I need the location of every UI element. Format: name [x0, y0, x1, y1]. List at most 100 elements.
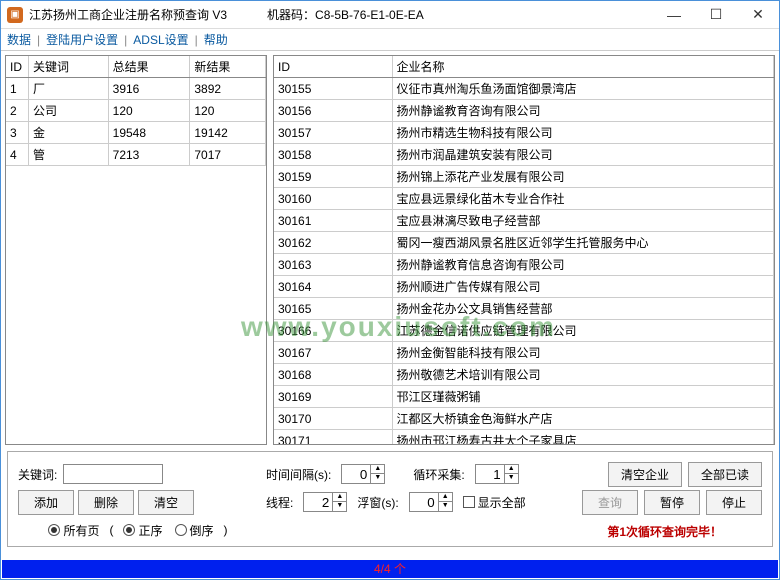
minimize-button[interactable]: —: [653, 1, 695, 29]
close-button[interactable]: ✕: [737, 1, 779, 29]
col-id[interactable]: ID: [6, 56, 28, 78]
threads-spinner[interactable]: ▲▼: [303, 492, 347, 512]
cell-name: 蜀冈一瘦西湖风景名胜区近邻学生托管服务中心: [392, 232, 774, 254]
delete-button[interactable]: 删除: [78, 490, 134, 515]
radio-icon: [123, 524, 135, 536]
menu-data[interactable]: 数据: [7, 31, 31, 48]
table-row[interactable]: 30166江苏德金信诺供应链管理有限公司: [274, 320, 774, 342]
loop-down[interactable]: ▼: [504, 474, 518, 483]
menu-adsl[interactable]: ADSL设置: [133, 31, 188, 48]
interval-down[interactable]: ▼: [370, 474, 384, 483]
cell-name: 扬州市精选生物科技有限公司: [392, 122, 774, 144]
float-value[interactable]: [410, 493, 438, 511]
table-row[interactable]: 30165扬州金花办公文具销售经营部: [274, 298, 774, 320]
table-row[interactable]: 30157扬州市精选生物科技有限公司: [274, 122, 774, 144]
status-count: 4/4 个: [374, 562, 406, 576]
float-up[interactable]: ▲: [438, 493, 452, 502]
company-table[interactable]: ID 企业名称 30155仪征市真州淘乐鱼汤面馆御景湾店30156扬州静谧教育咨…: [274, 56, 774, 445]
pause-button[interactable]: 暂停: [644, 490, 700, 515]
float-down[interactable]: ▼: [438, 502, 452, 511]
col-total[interactable]: 总结果: [108, 56, 190, 78]
asc-label: 正序: [138, 522, 162, 539]
table-row[interactable]: 3金1954819142: [6, 122, 266, 144]
table-row[interactable]: 30164扬州顺进广告传媒有限公司: [274, 276, 774, 298]
cell-name: 宝应县远景绿化苗木专业合作社: [392, 188, 774, 210]
table-row[interactable]: 30160宝应县远景绿化苗木专业合作社: [274, 188, 774, 210]
machine-code-value: C8-5B-76-E1-0E-EA: [315, 8, 424, 22]
threads-value[interactable]: [304, 493, 332, 511]
maximize-button[interactable]: ☐: [695, 1, 737, 29]
cell-total: 120: [108, 100, 190, 122]
cell-id: 30160: [274, 188, 392, 210]
cell-name: 邗江区瑾薇粥铺: [392, 386, 774, 408]
table-row[interactable]: 30167扬州金衡智能科技有限公司: [274, 342, 774, 364]
app-icon: ▣: [7, 7, 23, 23]
table-row[interactable]: 30170江都区大桥镇金色海鲜水产店: [274, 408, 774, 430]
add-button[interactable]: 添加: [18, 490, 74, 515]
all-pages-label: 所有页: [63, 522, 99, 539]
show-all-checkbox[interactable]: 显示全部: [463, 494, 526, 511]
loop-up[interactable]: ▲: [504, 465, 518, 474]
table-row[interactable]: 30168扬州敬德艺术培训有限公司: [274, 364, 774, 386]
radio-icon: [175, 524, 187, 536]
table-row[interactable]: 4管72137017: [6, 144, 266, 166]
cell-id: 30163: [274, 254, 392, 276]
table-row[interactable]: 30162蜀冈一瘦西湖风景名胜区近邻学生托管服务中心: [274, 232, 774, 254]
table-row[interactable]: 2公司120120: [6, 100, 266, 122]
table-row[interactable]: 30163扬州静谧教育信息咨询有限公司: [274, 254, 774, 276]
table-row[interactable]: 1厂39163892: [6, 78, 266, 100]
loop-value[interactable]: [476, 465, 504, 483]
cell-id: 30164: [274, 276, 392, 298]
cell-name: 扬州金衡智能科技有限公司: [392, 342, 774, 364]
table-row[interactable]: 30156扬州静谧教育咨询有限公司: [274, 100, 774, 122]
interval-spinner[interactable]: ▲▼: [341, 464, 385, 484]
float-spinner[interactable]: ▲▼: [409, 492, 453, 512]
threads-down[interactable]: ▼: [332, 502, 346, 511]
col-keyword[interactable]: 关键词: [28, 56, 108, 78]
col-new[interactable]: 新结果: [190, 56, 266, 78]
table-row[interactable]: 30158扬州市润晶建筑安装有限公司: [274, 144, 774, 166]
table-row[interactable]: 30171扬州市邗江杨寿古井大个子家具店: [274, 430, 774, 446]
cell-name: 扬州市邗江杨寿古井大个子家具店: [392, 430, 774, 446]
machine-code: 机器码：C8-5B-76-E1-0E-EA: [267, 6, 424, 23]
table-row[interactable]: 30161宝应县淋漓尽致电子经营部: [274, 210, 774, 232]
clear-button[interactable]: 清空: [138, 490, 194, 515]
threads-label: 线程:: [266, 494, 293, 511]
table-row[interactable]: 30159扬州锦上添花产业发展有限公司: [274, 166, 774, 188]
asc-radio[interactable]: 正序: [123, 522, 162, 539]
cell-name: 扬州静谧教育信息咨询有限公司: [392, 254, 774, 276]
checkbox-icon: [463, 496, 475, 508]
interval-up[interactable]: ▲: [370, 465, 384, 474]
keyword-table-panel: ID 关键词 总结果 新结果 1厂391638922公司1201203金1954…: [5, 55, 267, 445]
cell-name: 仪征市真州淘乐鱼汤面馆御景湾店: [392, 78, 774, 100]
cell-id: 30166: [274, 320, 392, 342]
all-pages-radio[interactable]: 所有页: [48, 522, 99, 539]
menu-login[interactable]: 登陆用户设置: [46, 31, 118, 48]
table-row[interactable]: 30155仪征市真州淘乐鱼汤面馆御景湾店: [274, 78, 774, 100]
keyword-input[interactable]: [63, 464, 163, 484]
all-read-button[interactable]: 全部已读: [688, 462, 762, 487]
menu-help[interactable]: 帮助: [204, 31, 228, 48]
loop-label: 循环采集:: [413, 466, 464, 483]
cell-name: 扬州市润晶建筑安装有限公司: [392, 144, 774, 166]
cell-keyword: 管: [28, 144, 108, 166]
loop-spinner[interactable]: ▲▼: [475, 464, 519, 484]
show-all-label: 显示全部: [478, 494, 526, 511]
interval-value[interactable]: [342, 465, 370, 483]
desc-label: 倒序: [190, 522, 214, 539]
desc-radio[interactable]: 倒序: [175, 522, 214, 539]
cell-id: 30159: [274, 166, 392, 188]
cell-name: 扬州金花办公文具销售经营部: [392, 298, 774, 320]
cell-id: 30167: [274, 342, 392, 364]
threads-up[interactable]: ▲: [332, 493, 346, 502]
table-row[interactable]: 30169邗江区瑾薇粥铺: [274, 386, 774, 408]
col-company-id[interactable]: ID: [274, 56, 392, 78]
stop-button[interactable]: 停止: [706, 490, 762, 515]
keyword-table[interactable]: ID 关键词 总结果 新结果 1厂391638922公司1201203金1954…: [6, 56, 266, 166]
cell-id: 30162: [274, 232, 392, 254]
query-button[interactable]: 查询: [582, 490, 638, 515]
col-company-name[interactable]: 企业名称: [392, 56, 774, 78]
clear-company-button[interactable]: 清空企业: [608, 462, 682, 487]
cell-new: 120: [190, 100, 266, 122]
cell-name: 宝应县淋漓尽致电子经营部: [392, 210, 774, 232]
